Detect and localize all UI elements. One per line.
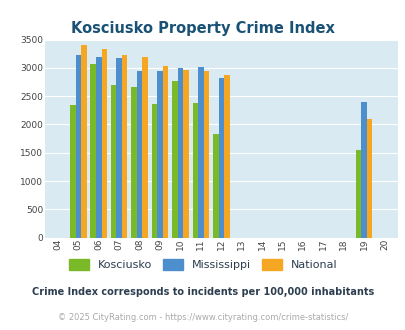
- Bar: [157, 71, 162, 238]
- Text: Crime Index corresponds to incidents per 100,000 inhabitants: Crime Index corresponds to incidents per…: [32, 287, 373, 297]
- Legend: Kosciusko, Mississippi, National: Kosciusko, Mississippi, National: [64, 255, 341, 275]
- Bar: [192, 103, 198, 238]
- Bar: [213, 134, 218, 238]
- Bar: [96, 57, 101, 238]
- Bar: [136, 71, 142, 238]
- Bar: [198, 67, 203, 238]
- Bar: [75, 55, 81, 238]
- Bar: [122, 55, 127, 238]
- Bar: [218, 78, 224, 238]
- Bar: [366, 119, 371, 238]
- Bar: [151, 104, 157, 238]
- Bar: [116, 58, 121, 238]
- Bar: [203, 71, 209, 238]
- Bar: [355, 150, 360, 238]
- Bar: [360, 102, 366, 238]
- Bar: [142, 56, 147, 238]
- Bar: [172, 81, 177, 238]
- Bar: [90, 64, 96, 238]
- Bar: [224, 75, 229, 238]
- Bar: [101, 49, 107, 238]
- Bar: [70, 105, 75, 238]
- Bar: [177, 68, 183, 238]
- Text: Kosciusko Property Crime Index: Kosciusko Property Crime Index: [71, 21, 334, 36]
- Bar: [111, 85, 116, 238]
- Bar: [131, 86, 136, 238]
- Bar: [183, 70, 188, 238]
- Bar: [81, 45, 86, 238]
- Text: © 2025 CityRating.com - https://www.cityrating.com/crime-statistics/: © 2025 CityRating.com - https://www.city…: [58, 313, 347, 322]
- Bar: [162, 66, 168, 238]
